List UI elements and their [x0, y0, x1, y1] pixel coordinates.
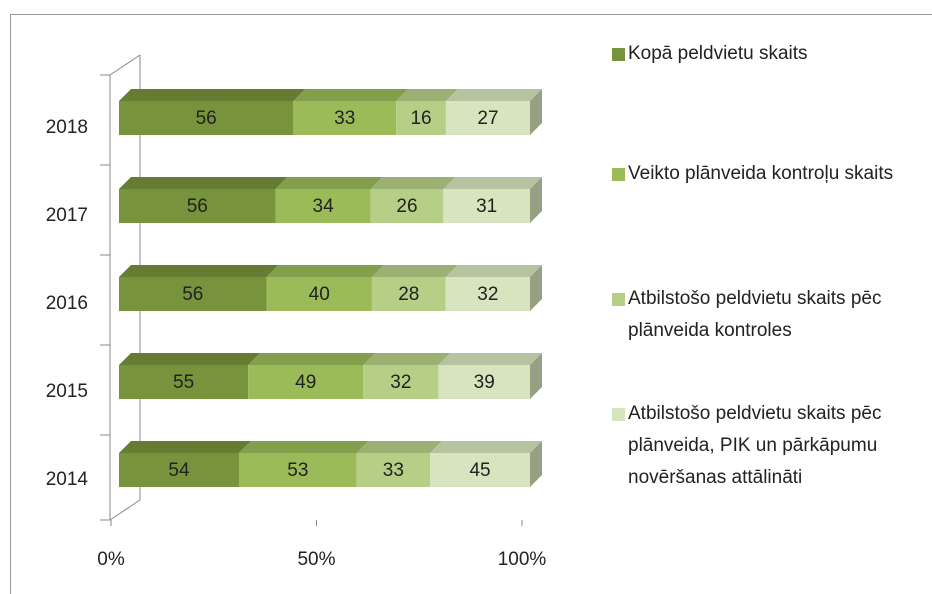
- bar-top: [248, 353, 376, 365]
- axis-floor: [109, 499, 141, 521]
- bar-side: [530, 441, 542, 487]
- bar: [438, 365, 530, 399]
- bar: [119, 101, 294, 135]
- bar-top: [356, 441, 443, 453]
- bar-top: [119, 265, 279, 277]
- x-tick-label: 0%: [97, 549, 125, 570]
- legend-swatch: [612, 168, 625, 181]
- chart-frame: [10, 14, 932, 594]
- bar-top: [293, 89, 409, 101]
- data-label: 33: [334, 108, 355, 129]
- bar: [266, 277, 372, 311]
- y-tick-label: 2015: [46, 381, 88, 402]
- bar-top: [119, 89, 306, 101]
- bar-top: [119, 177, 288, 189]
- x-tick-label: 50%: [297, 549, 335, 570]
- data-label: 26: [396, 196, 417, 217]
- bar-top: [370, 177, 456, 189]
- bar: [119, 365, 249, 399]
- legend-swatch: [612, 408, 625, 421]
- legend-swatch: [612, 293, 625, 306]
- data-label: 56: [187, 196, 208, 217]
- bar: [363, 365, 439, 399]
- bar-top: [430, 441, 542, 453]
- bar-top: [266, 265, 384, 277]
- bar-side: [530, 177, 542, 223]
- bar-top: [238, 441, 369, 453]
- data-label: 32: [390, 372, 411, 393]
- bar-top: [275, 177, 383, 189]
- bar-top: [119, 353, 261, 365]
- bar-top: [445, 265, 542, 277]
- y-tick-label: 2014: [46, 469, 89, 490]
- data-label: 56: [196, 108, 217, 129]
- data-label: 34: [313, 196, 335, 217]
- data-label: 28: [398, 284, 419, 305]
- bar: [238, 453, 357, 487]
- data-label: 55: [173, 372, 194, 393]
- bar-side: [530, 353, 542, 399]
- bar: [119, 189, 276, 223]
- bar: [443, 189, 530, 223]
- data-label: 53: [287, 460, 308, 481]
- legend-label: Veikto plānveida kontroļu skaits: [628, 163, 894, 184]
- bar-top: [438, 353, 542, 365]
- data-label: 31: [476, 196, 497, 217]
- data-label: 49: [295, 372, 316, 393]
- bar-side: [530, 89, 542, 135]
- x-tick-label: 100%: [498, 549, 547, 570]
- bar-top: [443, 177, 542, 189]
- data-label: 40: [309, 284, 330, 305]
- bar: [371, 277, 446, 311]
- data-label: 45: [469, 460, 490, 481]
- data-label: 27: [477, 108, 498, 129]
- bar: [248, 365, 364, 399]
- data-label: 33: [383, 460, 404, 481]
- bar-side: [530, 265, 542, 311]
- bar: [430, 453, 530, 487]
- bar-top: [445, 89, 542, 101]
- y-tick-label: 2016: [46, 293, 88, 314]
- legend-label: Kopā peldvietu skaits: [628, 43, 808, 64]
- bar: [119, 277, 267, 311]
- bar: [445, 101, 530, 135]
- legend-label: Atbilstošo peldvietu skaits pēc plānveid…: [628, 403, 882, 488]
- data-label: 56: [182, 284, 203, 305]
- bar: [119, 453, 239, 487]
- bar-top: [371, 265, 458, 277]
- bar: [370, 189, 444, 223]
- bar-top: [363, 353, 451, 365]
- bar: [445, 277, 530, 311]
- legend-swatch: [612, 48, 625, 61]
- bar-top: [119, 441, 251, 453]
- bar: [275, 189, 371, 223]
- bar: [356, 453, 431, 487]
- bar: [396, 101, 446, 135]
- data-label: 39: [474, 372, 495, 393]
- y-tick-label: 2018: [46, 117, 88, 138]
- bar-top: [396, 89, 458, 101]
- data-label: 16: [410, 108, 431, 129]
- axis-top: [109, 54, 141, 76]
- legend-label: Atbilstošo peldvietu skaits pēc plānveid…: [628, 288, 882, 341]
- data-label: 54: [168, 460, 190, 481]
- data-label: 32: [477, 284, 498, 305]
- bar: [293, 101, 397, 135]
- y-tick-label: 2017: [46, 205, 88, 226]
